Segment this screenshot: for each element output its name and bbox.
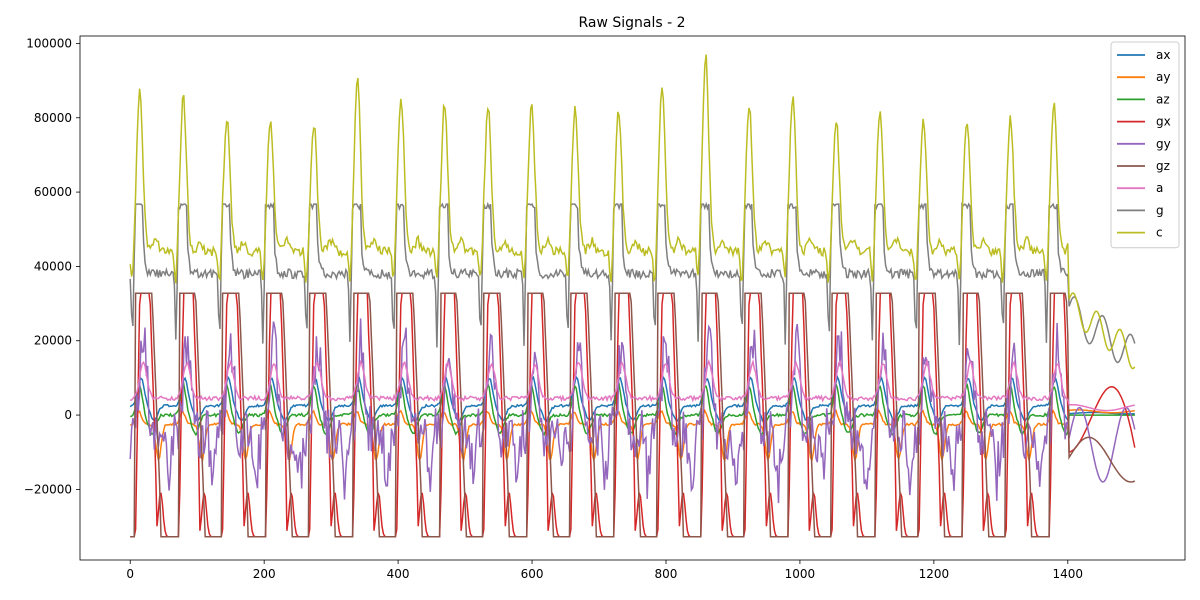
- x-tick-label: 800: [655, 567, 678, 581]
- series-line-gy: [129, 318, 1136, 504]
- plot-frame: [79, 35, 1186, 561]
- y-tick-label: 40000: [34, 259, 72, 273]
- legend-label-gx: gx: [1156, 115, 1171, 129]
- y-tick-label: 60000: [34, 185, 72, 199]
- series-line-a: [129, 358, 1135, 412]
- x-tick-label: 200: [253, 567, 276, 581]
- y-tick-label: 0: [64, 408, 72, 422]
- y-tick-label: 100000: [26, 36, 72, 50]
- legend-label-c: c: [1156, 226, 1163, 240]
- x-tick-label: 600: [521, 567, 544, 581]
- legend-label-az: az: [1156, 92, 1170, 106]
- x-tick-label: 1400: [1053, 567, 1084, 581]
- legend-label-gy: gy: [1156, 137, 1171, 151]
- chart-title: Raw Signals - 2: [578, 15, 685, 31]
- legend-label-a: a: [1156, 181, 1163, 195]
- series-line-az: [130, 381, 1135, 437]
- series-layer: [129, 54, 1136, 538]
- series-line-g: [129, 201, 1136, 364]
- legend: ax ay az gx gy gz agc: [1110, 41, 1180, 249]
- x-tick-label: 1000: [785, 567, 816, 581]
- x-tick-label: 0: [126, 567, 134, 581]
- x-tick-label: 1200: [919, 567, 950, 581]
- legend-label-ay: ay: [1156, 70, 1170, 84]
- series-line-c: [129, 54, 1136, 370]
- legend-box: [1110, 41, 1180, 249]
- y-tick-label: 20000: [34, 334, 72, 348]
- series-line-gz: [130, 292, 1136, 538]
- legend-label-gz: gz: [1156, 159, 1170, 173]
- y-tick-label: 80000: [34, 111, 72, 125]
- legend-label-ax: ax: [1156, 48, 1170, 62]
- axes: 0 200 400 600 800 1000 1200 1400 −20000 0 20000 400…: [24, 35, 1186, 581]
- x-tick-label: 400: [387, 567, 410, 581]
- y-tick-label: −20000: [24, 482, 72, 496]
- legend-label-g: g: [1156, 203, 1164, 217]
